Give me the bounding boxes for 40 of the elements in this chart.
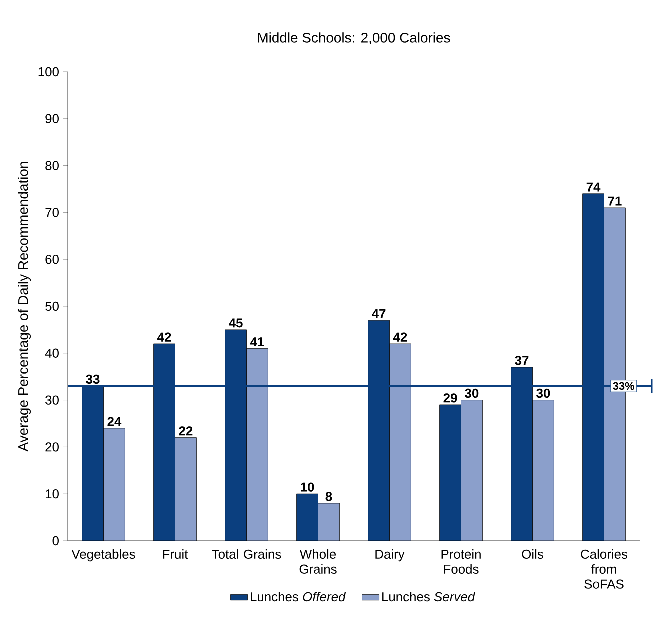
data-label: 30	[465, 388, 479, 398]
legend-label: Lunches Offered	[251, 592, 346, 602]
x-tick-label: Oils	[522, 550, 544, 560]
chart-title: Middle Schools: 2,000 Calories	[258, 32, 450, 44]
data-label: 24	[108, 417, 122, 426]
data-label: 37	[515, 356, 529, 366]
data-label: 71	[608, 196, 622, 206]
x-tick-label: Vegetables	[72, 550, 136, 562]
x-tick-label: Calories from SoFAS	[581, 550, 628, 589]
y-tick-label: 70	[46, 208, 59, 218]
y-tick-label: 90	[46, 114, 59, 124]
x-tick-label: Whole Grains	[300, 550, 337, 574]
x-tick-label: Dairy	[376, 550, 405, 562]
y-tick-label: 10	[46, 490, 59, 499]
x-tick-label: Fruit	[163, 550, 188, 560]
x-tick-label: Protein Foods	[442, 550, 481, 574]
y-axis-title: Average Percentage of Daily Recommendation	[18, 162, 32, 452]
ref-line-label: 33%	[613, 382, 634, 390]
y-tick-label: 30	[46, 396, 59, 405]
data-label: 33	[86, 374, 100, 384]
y-tick-label: 60	[46, 255, 59, 264]
y-tick-label: 100	[38, 67, 59, 77]
y-tick-label: 40	[45, 348, 59, 358]
y-tick-label: 80	[46, 161, 59, 170]
legend-label: Lunches Served	[382, 592, 476, 602]
data-label: 22	[179, 426, 193, 436]
data-label: 42	[158, 332, 172, 342]
y-tick-label: 20	[46, 442, 59, 452]
x-tick-label: Total Grains	[212, 550, 282, 560]
data-label: 30	[536, 388, 550, 398]
data-label: 42	[393, 332, 408, 342]
data-label: 29	[444, 394, 458, 403]
y-tick-label: 0	[52, 536, 59, 546]
data-label: 74	[586, 182, 601, 192]
data-label: 41	[250, 338, 264, 347]
data-label: 47	[372, 309, 386, 318]
data-label: 45	[229, 318, 243, 328]
data-label: 8	[326, 492, 332, 502]
y-tick-label: 50	[46, 302, 59, 312]
data-label: 10	[301, 482, 314, 492]
